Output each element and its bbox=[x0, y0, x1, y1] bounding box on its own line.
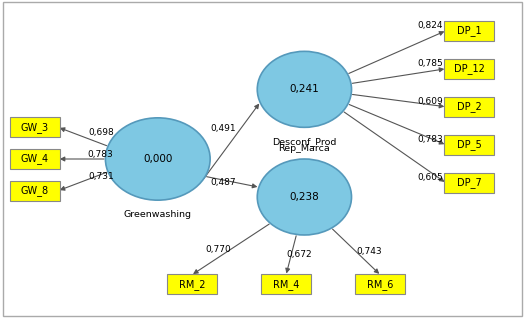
Ellipse shape bbox=[106, 118, 210, 200]
Text: DP_7: DP_7 bbox=[457, 177, 482, 188]
Text: DP_1: DP_1 bbox=[457, 25, 481, 36]
Text: 0,783: 0,783 bbox=[417, 135, 443, 143]
Text: 0,672: 0,672 bbox=[286, 250, 312, 259]
Text: 0,241: 0,241 bbox=[289, 84, 319, 94]
Text: GW_8: GW_8 bbox=[20, 185, 49, 196]
Text: 0,785: 0,785 bbox=[417, 59, 443, 67]
FancyBboxPatch shape bbox=[444, 21, 495, 41]
Text: RM_2: RM_2 bbox=[178, 279, 205, 289]
FancyBboxPatch shape bbox=[444, 173, 495, 193]
Text: 0,770: 0,770 bbox=[205, 245, 231, 253]
Text: DP_5: DP_5 bbox=[457, 139, 482, 150]
Text: 0,743: 0,743 bbox=[356, 247, 382, 256]
Text: RM_6: RM_6 bbox=[367, 279, 394, 289]
FancyBboxPatch shape bbox=[444, 59, 495, 79]
Text: GW_3: GW_3 bbox=[20, 122, 49, 133]
Text: 0,238: 0,238 bbox=[289, 192, 319, 202]
Ellipse shape bbox=[257, 51, 352, 127]
Text: 0,609: 0,609 bbox=[417, 97, 443, 106]
Text: DP_12: DP_12 bbox=[454, 63, 485, 74]
Text: 0,698: 0,698 bbox=[88, 128, 114, 136]
FancyBboxPatch shape bbox=[444, 135, 495, 155]
Text: 0,731: 0,731 bbox=[88, 172, 114, 181]
Text: 0,783: 0,783 bbox=[87, 150, 113, 159]
FancyBboxPatch shape bbox=[261, 274, 311, 294]
Text: 0,824: 0,824 bbox=[418, 21, 443, 30]
Text: Rep_Marca: Rep_Marca bbox=[279, 144, 330, 153]
Text: GW_4: GW_4 bbox=[20, 154, 49, 164]
FancyBboxPatch shape bbox=[9, 149, 60, 169]
Ellipse shape bbox=[257, 159, 352, 235]
Text: Desconf_Prod: Desconf_Prod bbox=[272, 137, 337, 146]
FancyBboxPatch shape bbox=[9, 181, 60, 201]
Text: DP_2: DP_2 bbox=[457, 101, 482, 112]
Text: 0,487: 0,487 bbox=[211, 178, 236, 187]
Text: 0,000: 0,000 bbox=[143, 154, 173, 164]
FancyBboxPatch shape bbox=[444, 97, 495, 117]
Text: Greenwashing: Greenwashing bbox=[124, 210, 192, 219]
Text: 0,605: 0,605 bbox=[417, 173, 443, 182]
FancyBboxPatch shape bbox=[166, 274, 217, 294]
Text: 0,491: 0,491 bbox=[211, 124, 236, 134]
FancyBboxPatch shape bbox=[355, 274, 405, 294]
Text: RM_4: RM_4 bbox=[273, 279, 299, 289]
FancyBboxPatch shape bbox=[9, 117, 60, 137]
